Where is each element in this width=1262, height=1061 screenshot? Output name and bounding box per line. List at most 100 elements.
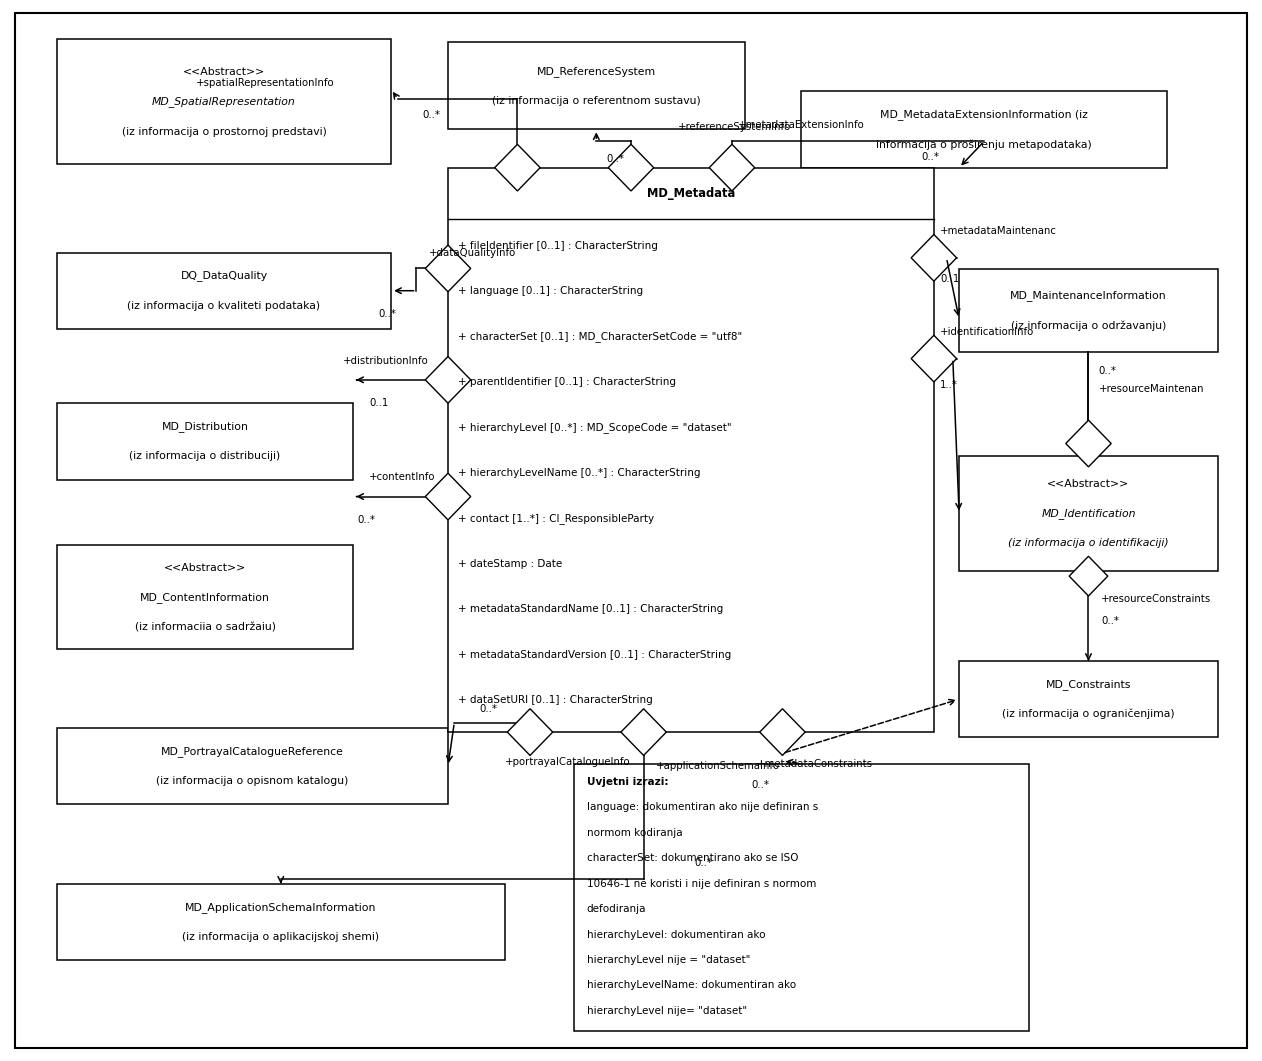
Text: +spatialRepresentationInfo: +spatialRepresentationInfo — [196, 77, 334, 88]
Text: + hierarchyLevel [0..*] : MD_ScopeCode = "dataset": + hierarchyLevel [0..*] : MD_ScopeCode =… — [458, 422, 732, 433]
Text: (iz informacija o identifikaciji): (iz informacija o identifikaciji) — [1008, 538, 1169, 549]
Text: + metadataStandardVersion [0..1] : CharacterString: + metadataStandardVersion [0..1] : Chara… — [458, 649, 732, 660]
Text: + parentIdentifier [0..1] : CharacterString: + parentIdentifier [0..1] : CharacterStr… — [458, 377, 676, 387]
Text: 0..*: 0..* — [357, 515, 375, 525]
Text: (iz informacija o aplikacijskoj shemi): (iz informacija o aplikacijskoj shemi) — [182, 932, 380, 942]
Polygon shape — [425, 245, 471, 292]
FancyBboxPatch shape — [801, 91, 1167, 168]
Text: +distributionInfo: +distributionInfo — [343, 355, 429, 366]
Text: language: dokumentiran ako nije definiran s: language: dokumentiran ako nije definira… — [587, 802, 818, 813]
Text: (iz informacija o ograničenjima): (iz informacija o ograničenjima) — [1002, 709, 1175, 719]
Text: 0..*: 0..* — [1099, 366, 1117, 377]
Text: 0..*: 0..* — [694, 857, 712, 868]
Text: 0..*: 0..* — [606, 154, 625, 164]
Text: MD_Distribution: MD_Distribution — [162, 421, 249, 432]
Text: MD_ContentInformation: MD_ContentInformation — [140, 592, 270, 603]
Polygon shape — [1065, 420, 1112, 467]
Text: hierarchyLevel nije= "dataset": hierarchyLevel nije= "dataset" — [587, 1006, 747, 1016]
Text: (iz informacija o kvaliteti podataka): (iz informacija o kvaliteti podataka) — [127, 300, 321, 311]
Text: MD_MaintenanceInformation: MD_MaintenanceInformation — [1010, 291, 1167, 301]
Text: +applicationSchemaInfo: +applicationSchemaInfo — [656, 761, 780, 771]
Polygon shape — [709, 144, 755, 191]
Text: +contentInfo: +contentInfo — [369, 472, 435, 483]
Text: + hierarchyLevelName [0..*] : CharacterString: + hierarchyLevelName [0..*] : CharacterS… — [458, 468, 700, 479]
Text: +dataQualityInfo: +dataQualityInfo — [429, 247, 516, 258]
Text: <<Abstract>>: <<Abstract>> — [183, 67, 265, 77]
Text: 1..*: 1..* — [940, 380, 958, 390]
Polygon shape — [608, 144, 654, 191]
Text: +resourceMaintenan: +resourceMaintenan — [1099, 384, 1204, 395]
Text: (iz informacija o prostornoj predstavi): (iz informacija o prostornoj predstavi) — [121, 126, 327, 137]
Text: 0..*: 0..* — [480, 703, 497, 714]
Text: +referenceSystemInfo: +referenceSystemInfo — [679, 122, 791, 133]
Text: MD_PortrayalCatalogueReference: MD_PortrayalCatalogueReference — [162, 746, 343, 756]
Text: MD_Metadata: MD_Metadata — [647, 187, 734, 199]
FancyBboxPatch shape — [15, 13, 1247, 1048]
FancyBboxPatch shape — [57, 39, 391, 164]
Polygon shape — [911, 335, 957, 382]
FancyBboxPatch shape — [57, 403, 353, 480]
Polygon shape — [507, 709, 553, 755]
FancyBboxPatch shape — [57, 253, 391, 329]
Text: MD_Identification: MD_Identification — [1041, 508, 1136, 519]
Text: +metadataConstraints: +metadataConstraints — [757, 759, 873, 769]
Polygon shape — [425, 356, 471, 403]
Text: (iz informacija o referentnom sustavu): (iz informacija o referentnom sustavu) — [492, 95, 700, 106]
FancyBboxPatch shape — [959, 661, 1218, 737]
Text: normom kodiranja: normom kodiranja — [587, 828, 683, 838]
Text: +metadataExtensionInfo: +metadataExtensionInfo — [738, 120, 864, 131]
Text: hierarchyLevelName: dokumentiran ako: hierarchyLevelName: dokumentiran ako — [587, 980, 796, 991]
Polygon shape — [1069, 556, 1108, 596]
Text: MD_ApplicationSchemaInformation: MD_ApplicationSchemaInformation — [186, 902, 376, 912]
Text: 10646-1 ne koristi i nije definiran s normom: 10646-1 ne koristi i nije definiran s no… — [587, 879, 817, 889]
Text: 0..*: 0..* — [423, 109, 440, 120]
Text: 0..1: 0..1 — [369, 398, 389, 408]
Text: 0..*: 0..* — [751, 780, 769, 790]
Text: +resourceConstraints: +resourceConstraints — [1100, 594, 1212, 605]
FancyBboxPatch shape — [959, 269, 1218, 352]
Text: MD_Constraints: MD_Constraints — [1046, 679, 1131, 690]
Text: defodiranja: defodiranja — [587, 904, 646, 915]
Text: 0..1: 0..1 — [940, 274, 959, 284]
Text: hierarchyLevel nije = "dataset": hierarchyLevel nije = "dataset" — [587, 955, 750, 966]
Polygon shape — [425, 473, 471, 520]
FancyBboxPatch shape — [448, 42, 745, 129]
Text: informacija o proširenju metapodataka): informacija o proširenju metapodataka) — [877, 139, 1092, 150]
FancyBboxPatch shape — [448, 168, 934, 732]
Text: hierarchyLevel: dokumentiran ako: hierarchyLevel: dokumentiran ako — [587, 929, 765, 940]
Text: (iz informaciia o sadržaiu): (iz informaciia o sadržaiu) — [135, 622, 275, 632]
FancyBboxPatch shape — [959, 456, 1218, 571]
Text: Uvjetni izrazi:: Uvjetni izrazi: — [587, 777, 669, 787]
Text: MD_SpatialRepresentation: MD_SpatialRepresentation — [153, 97, 295, 107]
Text: <<Abstract>>: <<Abstract>> — [164, 562, 246, 573]
Text: 0..*: 0..* — [1100, 615, 1119, 626]
Text: + language [0..1] : CharacterString: + language [0..1] : CharacterString — [458, 286, 644, 296]
Text: <<Abstract>>: <<Abstract>> — [1047, 479, 1129, 489]
Polygon shape — [760, 709, 805, 755]
FancyBboxPatch shape — [57, 728, 448, 804]
Text: +identificationInfo: +identificationInfo — [940, 327, 1035, 337]
Text: (iz informacija o opisnom katalogu): (iz informacija o opisnom katalogu) — [156, 776, 348, 786]
Text: 0..*: 0..* — [921, 152, 939, 162]
Polygon shape — [495, 144, 540, 191]
Text: + dataSetURI [0..1] : CharacterString: + dataSetURI [0..1] : CharacterString — [458, 695, 652, 706]
FancyBboxPatch shape — [57, 884, 505, 960]
Text: + fileIdentifier [0..1] : CharacterString: + fileIdentifier [0..1] : CharacterStrin… — [458, 241, 658, 250]
Text: 0..*: 0..* — [379, 309, 396, 319]
FancyBboxPatch shape — [57, 545, 353, 649]
Polygon shape — [621, 709, 666, 755]
Text: (iz informacija o održavanju): (iz informacija o održavanju) — [1011, 320, 1166, 331]
Text: DQ_DataQuality: DQ_DataQuality — [180, 271, 268, 281]
Text: MD_MetadataExtensionInformation (iz: MD_MetadataExtensionInformation (iz — [881, 109, 1088, 120]
Polygon shape — [911, 234, 957, 281]
Text: +portrayalCatalogueInfo: +portrayalCatalogueInfo — [505, 756, 631, 767]
Text: +metadataMaintenanc: +metadataMaintenanc — [940, 226, 1058, 237]
Text: + dateStamp : Date: + dateStamp : Date — [458, 559, 563, 569]
Text: + characterSet [0..1] : MD_CharacterSetCode = "utf8": + characterSet [0..1] : MD_CharacterSetC… — [458, 331, 742, 343]
FancyBboxPatch shape — [574, 764, 1029, 1031]
Text: + metadataStandardName [0..1] : CharacterString: + metadataStandardName [0..1] : Characte… — [458, 605, 723, 614]
Text: characterSet: dokumentirano ako se ISO: characterSet: dokumentirano ako se ISO — [587, 853, 799, 864]
Text: + contact [1..*] : CI_ResponsibleParty: + contact [1..*] : CI_ResponsibleParty — [458, 514, 654, 524]
Text: (iz informacija o distribuciji): (iz informacija o distribuciji) — [130, 451, 280, 462]
Text: MD_ReferenceSystem: MD_ReferenceSystem — [536, 66, 656, 76]
